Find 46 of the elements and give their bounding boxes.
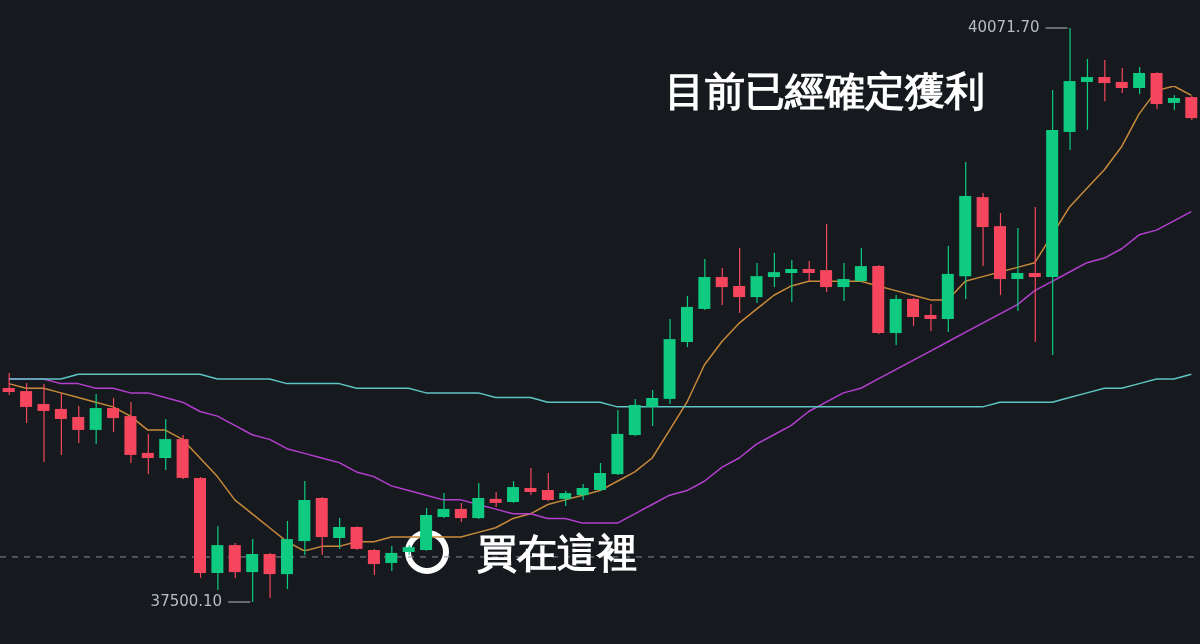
candlestick <box>715 267 728 306</box>
candlestick <box>54 392 67 456</box>
candlestick <box>1185 95 1198 121</box>
candlestick <box>89 393 102 445</box>
candlestick <box>854 247 867 283</box>
candlestick <box>472 482 485 520</box>
annotation: 37500.10 <box>150 591 223 610</box>
candlestick <box>802 260 815 282</box>
candlestick <box>1011 227 1024 312</box>
candlestick <box>246 538 259 603</box>
candlestick <box>37 383 50 463</box>
candlestick <box>507 480 520 504</box>
candlestick <box>594 462 606 492</box>
candlestick <box>524 467 537 496</box>
candlestick <box>454 502 467 523</box>
candlestick <box>72 405 85 444</box>
candlestick <box>141 433 154 475</box>
candlestick <box>107 397 120 433</box>
annotation: 買在這裡 <box>477 530 637 577</box>
candlestick <box>646 389 659 427</box>
annotation: 目前已經確定獲利 <box>665 68 985 115</box>
candlestick <box>367 548 380 576</box>
candlestick <box>767 252 780 288</box>
candlestick <box>1028 206 1041 343</box>
candlestick <box>159 418 172 471</box>
candlestick <box>437 492 450 519</box>
candlestick <box>20 382 33 424</box>
candlestick <box>385 545 398 572</box>
candlestick <box>750 262 763 304</box>
candlestick <box>837 262 850 302</box>
candlestick <box>350 525 363 551</box>
candlestick <box>333 517 346 550</box>
candlestick <box>1133 66 1146 95</box>
candlestick <box>263 552 276 599</box>
candlestick <box>733 247 746 314</box>
candlestick <box>924 303 937 332</box>
annotation: 40071.70 <box>967 17 1040 36</box>
candlestick <box>907 297 920 327</box>
candlestick <box>820 223 833 293</box>
candlestick <box>541 472 554 502</box>
candlestick <box>1080 58 1093 131</box>
candlestick <box>576 483 589 501</box>
candlestick <box>2 372 15 396</box>
candlestick <box>1115 67 1128 94</box>
candlestick <box>1098 59 1111 102</box>
candlestick <box>785 259 798 303</box>
